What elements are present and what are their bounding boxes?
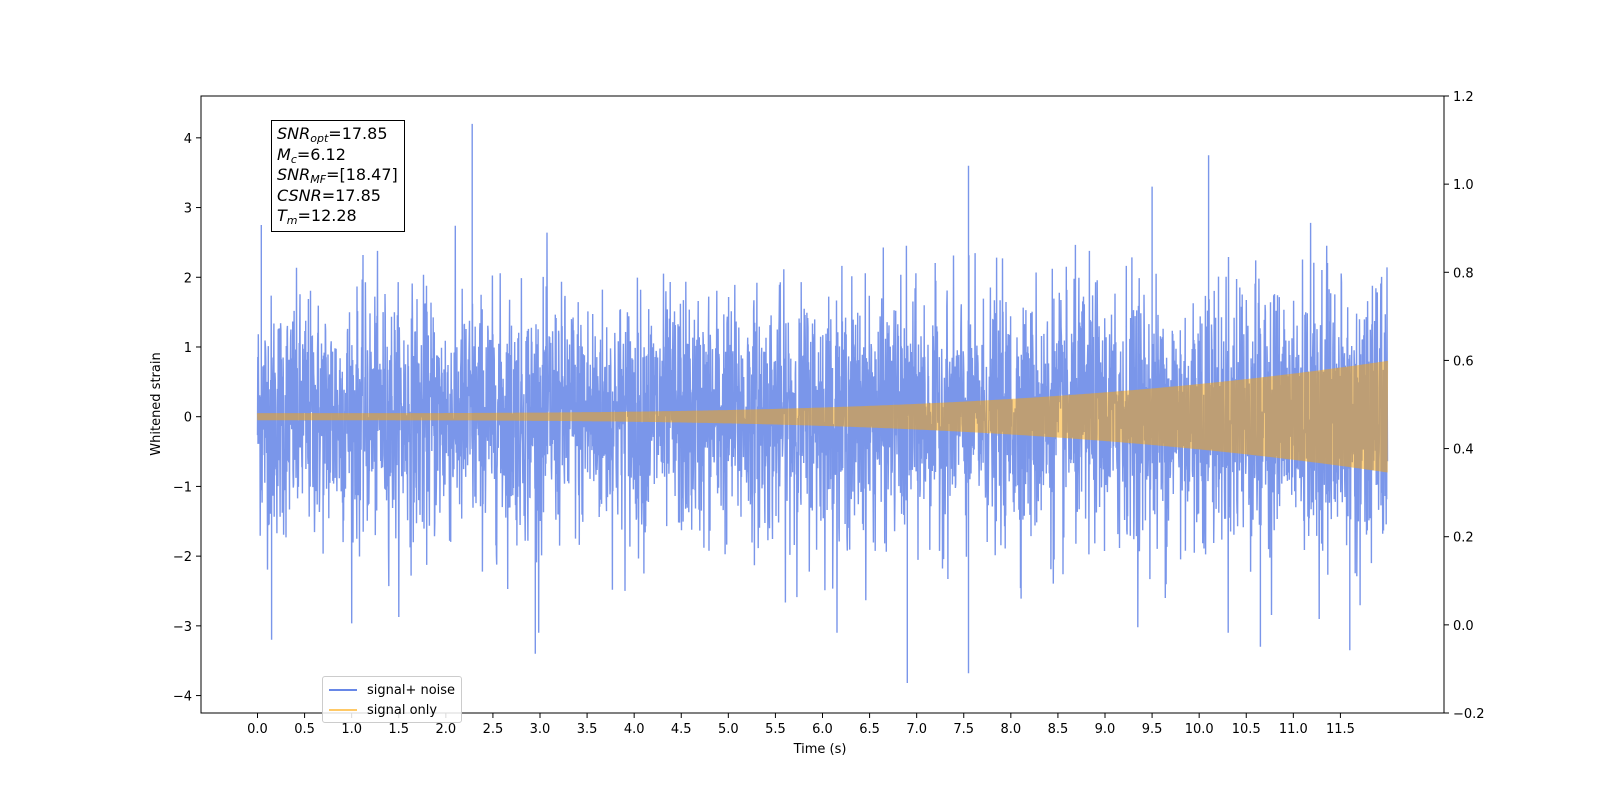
chirp-mass-value: 6.12 — [310, 144, 346, 164]
y-tick-label: −2 — [173, 550, 192, 565]
x-tick-label: 1.5 — [388, 722, 409, 737]
chirp-mass-line: Mc=6.12 — [277, 144, 346, 166]
y-axis-title: Whitened strain — [149, 352, 164, 455]
y-tick-label: −3 — [173, 620, 192, 635]
snr-opt-line: SNRopt=17.85 — [277, 124, 388, 145]
x-tick-label: 0.5 — [294, 722, 315, 737]
y2-tick-label: 0.8 — [1453, 266, 1474, 281]
x-tick-label: 2.5 — [483, 722, 504, 737]
tm-value: 12.28 — [310, 206, 357, 225]
legend-item-signal-only: signal only — [329, 700, 455, 720]
y2-tick-label: 1.2 — [1453, 90, 1474, 105]
x-axis-ticks: 0.0 0.5 1.0 1.5 2.0 2.5 3.0 3.5 4.0 4.5 5.0 5.5 6.0 6… — [247, 713, 1355, 737]
x-tick-label: 8.0 — [1000, 722, 1021, 737]
x-tick-label: 3.0 — [530, 722, 551, 737]
x-tick-label: 8.5 — [1048, 722, 1069, 737]
legend-swatch-signal-only — [329, 709, 357, 711]
x-tick-label: 9.5 — [1142, 722, 1163, 737]
snr-mf-line: SNRMF=[18.47] — [277, 165, 398, 186]
y2-tick-label: 1.0 — [1453, 178, 1474, 193]
signal-plus-noise-series — [256, 123, 1389, 683]
y-tick-label: −4 — [173, 690, 192, 705]
x-tick-label: 10.5 — [1232, 722, 1261, 737]
x-tick-label: 1.0 — [341, 722, 362, 737]
csnr-line: CSNR=17.85 — [277, 185, 381, 205]
legend-label-signal-only: signal only — [367, 702, 438, 718]
y-tick-label: −1 — [173, 480, 192, 495]
tm-line: Tm=12.28 — [277, 206, 357, 227]
x-tick-label: 7.5 — [953, 722, 974, 737]
x-tick-label: 3.5 — [577, 722, 598, 737]
y2-tick-label: −0.2 — [1453, 707, 1485, 722]
signal-only-series — [256, 360, 1389, 473]
y2-tick-label: 0.0 — [1453, 619, 1474, 634]
legend-label-signal-noise: signal+ noise — [367, 682, 456, 698]
snr-opt-value: 17.85 — [341, 124, 388, 143]
snr-info-box: SNRopt=17.85 Mc=6.12 SNRMF=[18.47] CSNR=… — [271, 120, 405, 232]
x-tick-label: 4.5 — [671, 722, 692, 737]
y-axis-ticks: 4 3 2 1 0 −1 −2 −3 −4 — [173, 132, 201, 705]
y-tick-label: 3 — [184, 202, 192, 217]
y-tick-label: 2 — [184, 271, 192, 286]
x-tick-label: 4.0 — [624, 722, 645, 737]
x-tick-label: 7.0 — [906, 722, 927, 737]
x-axis-title: Time (s) — [793, 742, 847, 757]
signal-only-line — [256, 360, 1389, 473]
legend-swatch-signal-noise — [329, 689, 357, 691]
y2-axis-ticks: 1.2 1.0 0.8 0.6 0.4 0.2 0.0 −0.2 — [1444, 90, 1485, 722]
snr-mf-value: [18.47] — [339, 165, 398, 184]
x-tick-label: 5.5 — [765, 722, 786, 737]
y-tick-label: 0 — [184, 411, 192, 426]
y2-tick-label: 0.4 — [1453, 443, 1474, 458]
y-tick-label: 1 — [184, 341, 192, 356]
y2-tick-label: 0.6 — [1453, 354, 1474, 369]
x-tick-label: 5.0 — [718, 722, 739, 737]
legend-item-signal-noise: signal+ noise — [329, 680, 455, 700]
csnr-value: 17.85 — [335, 185, 381, 205]
signal-plus-noise-line — [256, 123, 1389, 683]
x-tick-label: 2.0 — [435, 722, 456, 737]
x-tick-label: 11.0 — [1279, 722, 1308, 737]
y-tick-label: 4 — [184, 132, 192, 147]
x-tick-label: 0.0 — [247, 722, 268, 737]
x-tick-label: 6.0 — [812, 722, 833, 737]
y2-tick-label: 0.2 — [1453, 531, 1474, 546]
legend: signal+ noise signal only — [322, 676, 463, 723]
x-tick-label: 10.0 — [1185, 722, 1214, 737]
x-tick-label: 9.0 — [1095, 722, 1116, 737]
x-tick-label: 6.5 — [859, 722, 880, 737]
x-tick-label: 11.5 — [1326, 722, 1355, 737]
